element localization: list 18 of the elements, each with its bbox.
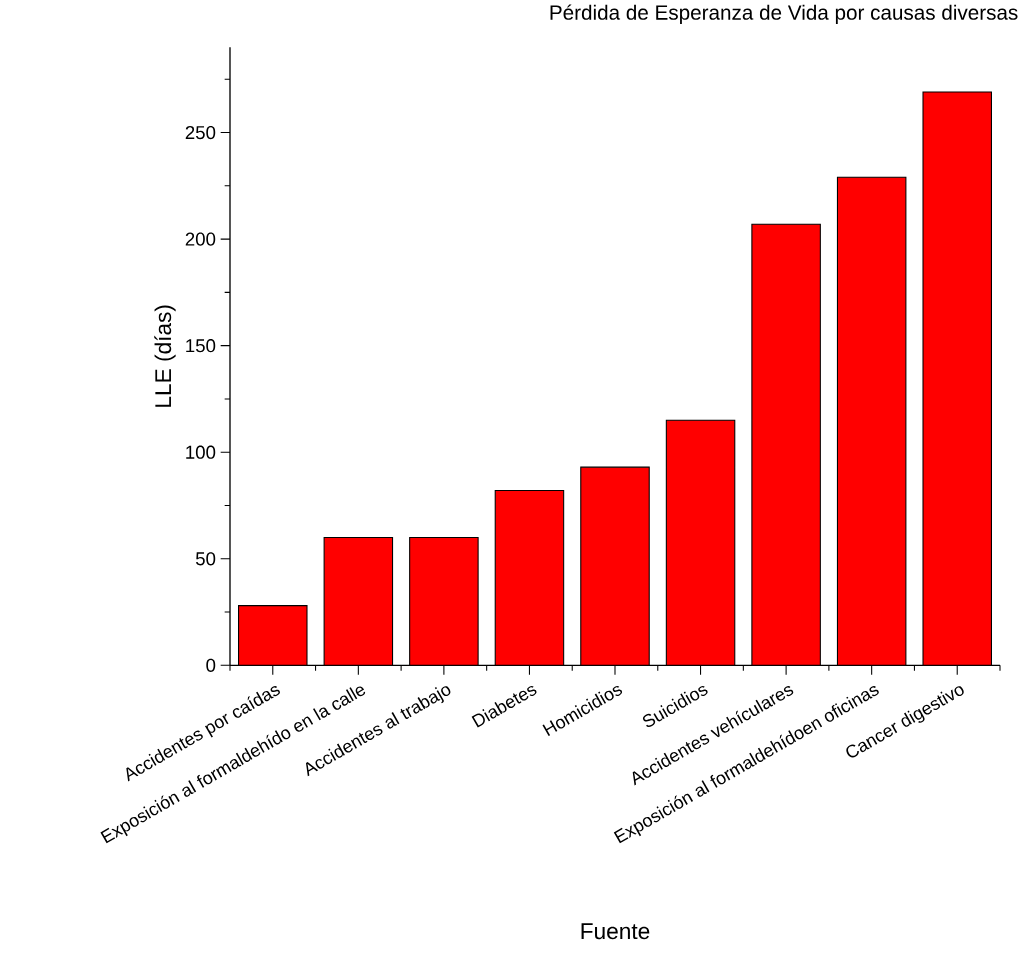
y-tick-label: 100 [186, 445, 216, 459]
y-tick-label: 200 [185, 232, 216, 246]
bar [409, 537, 479, 666]
bar [495, 490, 564, 666]
bar [666, 420, 735, 666]
chart-title: Pérdida de Esperanza de Vida por causas diversas [550, 4, 1018, 24]
y-axis-title: LLE (días) [154, 305, 176, 407]
bar [324, 537, 393, 666]
bar [922, 91, 992, 666]
bar [751, 224, 821, 666]
bar [580, 466, 650, 666]
bar [837, 177, 906, 666]
y-tick-label: 150 [186, 338, 216, 353]
x-axis-title: Fuente [581, 923, 650, 940]
y-tick-label: 0 [206, 658, 216, 672]
y-tick-label: 50 [195, 551, 216, 566]
bar [238, 605, 307, 666]
y-tick-label: 250 [185, 125, 216, 140]
